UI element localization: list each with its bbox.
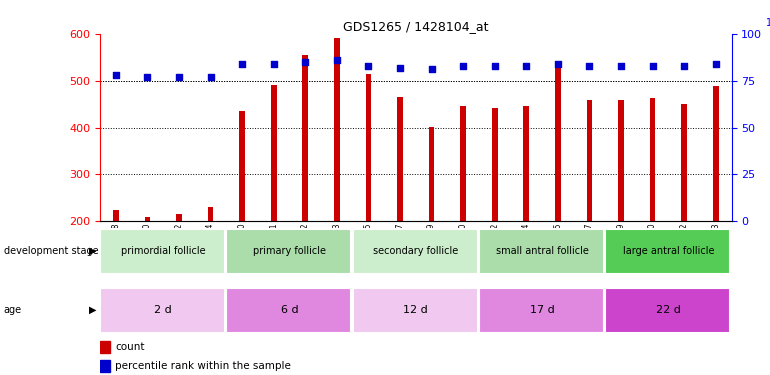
Bar (145, 217, 150, 221)
Point (142, 74, 154, 80)
Point (521, 63, 533, 69)
Text: count: count (116, 342, 145, 352)
Bar (303, 55, 308, 221)
Bar (176, 214, 182, 221)
Bar (460, 106, 466, 221)
Bar (479, 229, 604, 274)
Point (678, 63, 690, 69)
Bar (713, 86, 718, 221)
Bar (271, 86, 276, 221)
Bar (100, 341, 109, 353)
Point (489, 63, 501, 69)
Bar (524, 106, 529, 221)
Bar (353, 288, 477, 333)
Bar (650, 99, 655, 221)
Point (268, 61, 280, 67)
Bar (100, 229, 225, 274)
Bar (429, 127, 434, 221)
Bar (681, 104, 687, 221)
Text: age: age (4, 305, 22, 315)
Point (109, 72, 122, 78)
Point (236, 61, 248, 67)
Bar (100, 360, 109, 372)
Point (710, 61, 722, 67)
Text: large antral follicle: large antral follicle (623, 246, 714, 256)
Title: GDS1265 / 1428104_at: GDS1265 / 1428104_at (343, 20, 488, 33)
Point (551, 61, 564, 67)
Bar (100, 288, 225, 333)
Bar (605, 288, 730, 333)
Text: 2 d: 2 d (154, 305, 172, 315)
Point (584, 63, 596, 69)
Bar (397, 97, 403, 221)
Point (614, 63, 627, 69)
Text: percentile rank within the sample: percentile rank within the sample (116, 361, 291, 371)
Text: development stage: development stage (4, 246, 99, 256)
Text: ▶: ▶ (89, 246, 96, 256)
Bar (605, 229, 730, 274)
Bar (239, 111, 245, 221)
Bar (479, 288, 604, 333)
Text: primary follicle: primary follicle (253, 246, 326, 256)
Point (331, 57, 343, 63)
Bar (226, 229, 351, 274)
Bar (492, 108, 497, 221)
Text: 100%: 100% (766, 18, 770, 28)
Bar (353, 229, 477, 274)
Point (299, 59, 311, 65)
Text: small antral follicle: small antral follicle (496, 246, 588, 256)
Text: secondary follicle: secondary follicle (373, 246, 458, 256)
Point (647, 63, 659, 69)
Bar (226, 288, 351, 333)
Bar (208, 207, 213, 221)
Text: 17 d: 17 d (530, 305, 554, 315)
Point (457, 63, 469, 69)
Bar (587, 100, 592, 221)
Text: primordial follicle: primordial follicle (121, 246, 206, 256)
Point (205, 74, 217, 80)
Text: 22 d: 22 d (656, 305, 681, 315)
Point (362, 63, 374, 69)
Text: ▶: ▶ (89, 305, 96, 315)
Text: 12 d: 12 d (403, 305, 428, 315)
Point (393, 64, 407, 70)
Bar (555, 64, 561, 221)
Point (172, 74, 186, 80)
Bar (334, 39, 340, 221)
Bar (113, 210, 119, 221)
Point (425, 66, 437, 72)
Bar (366, 74, 371, 221)
Bar (618, 100, 624, 221)
Text: 6 d: 6 d (281, 305, 298, 315)
